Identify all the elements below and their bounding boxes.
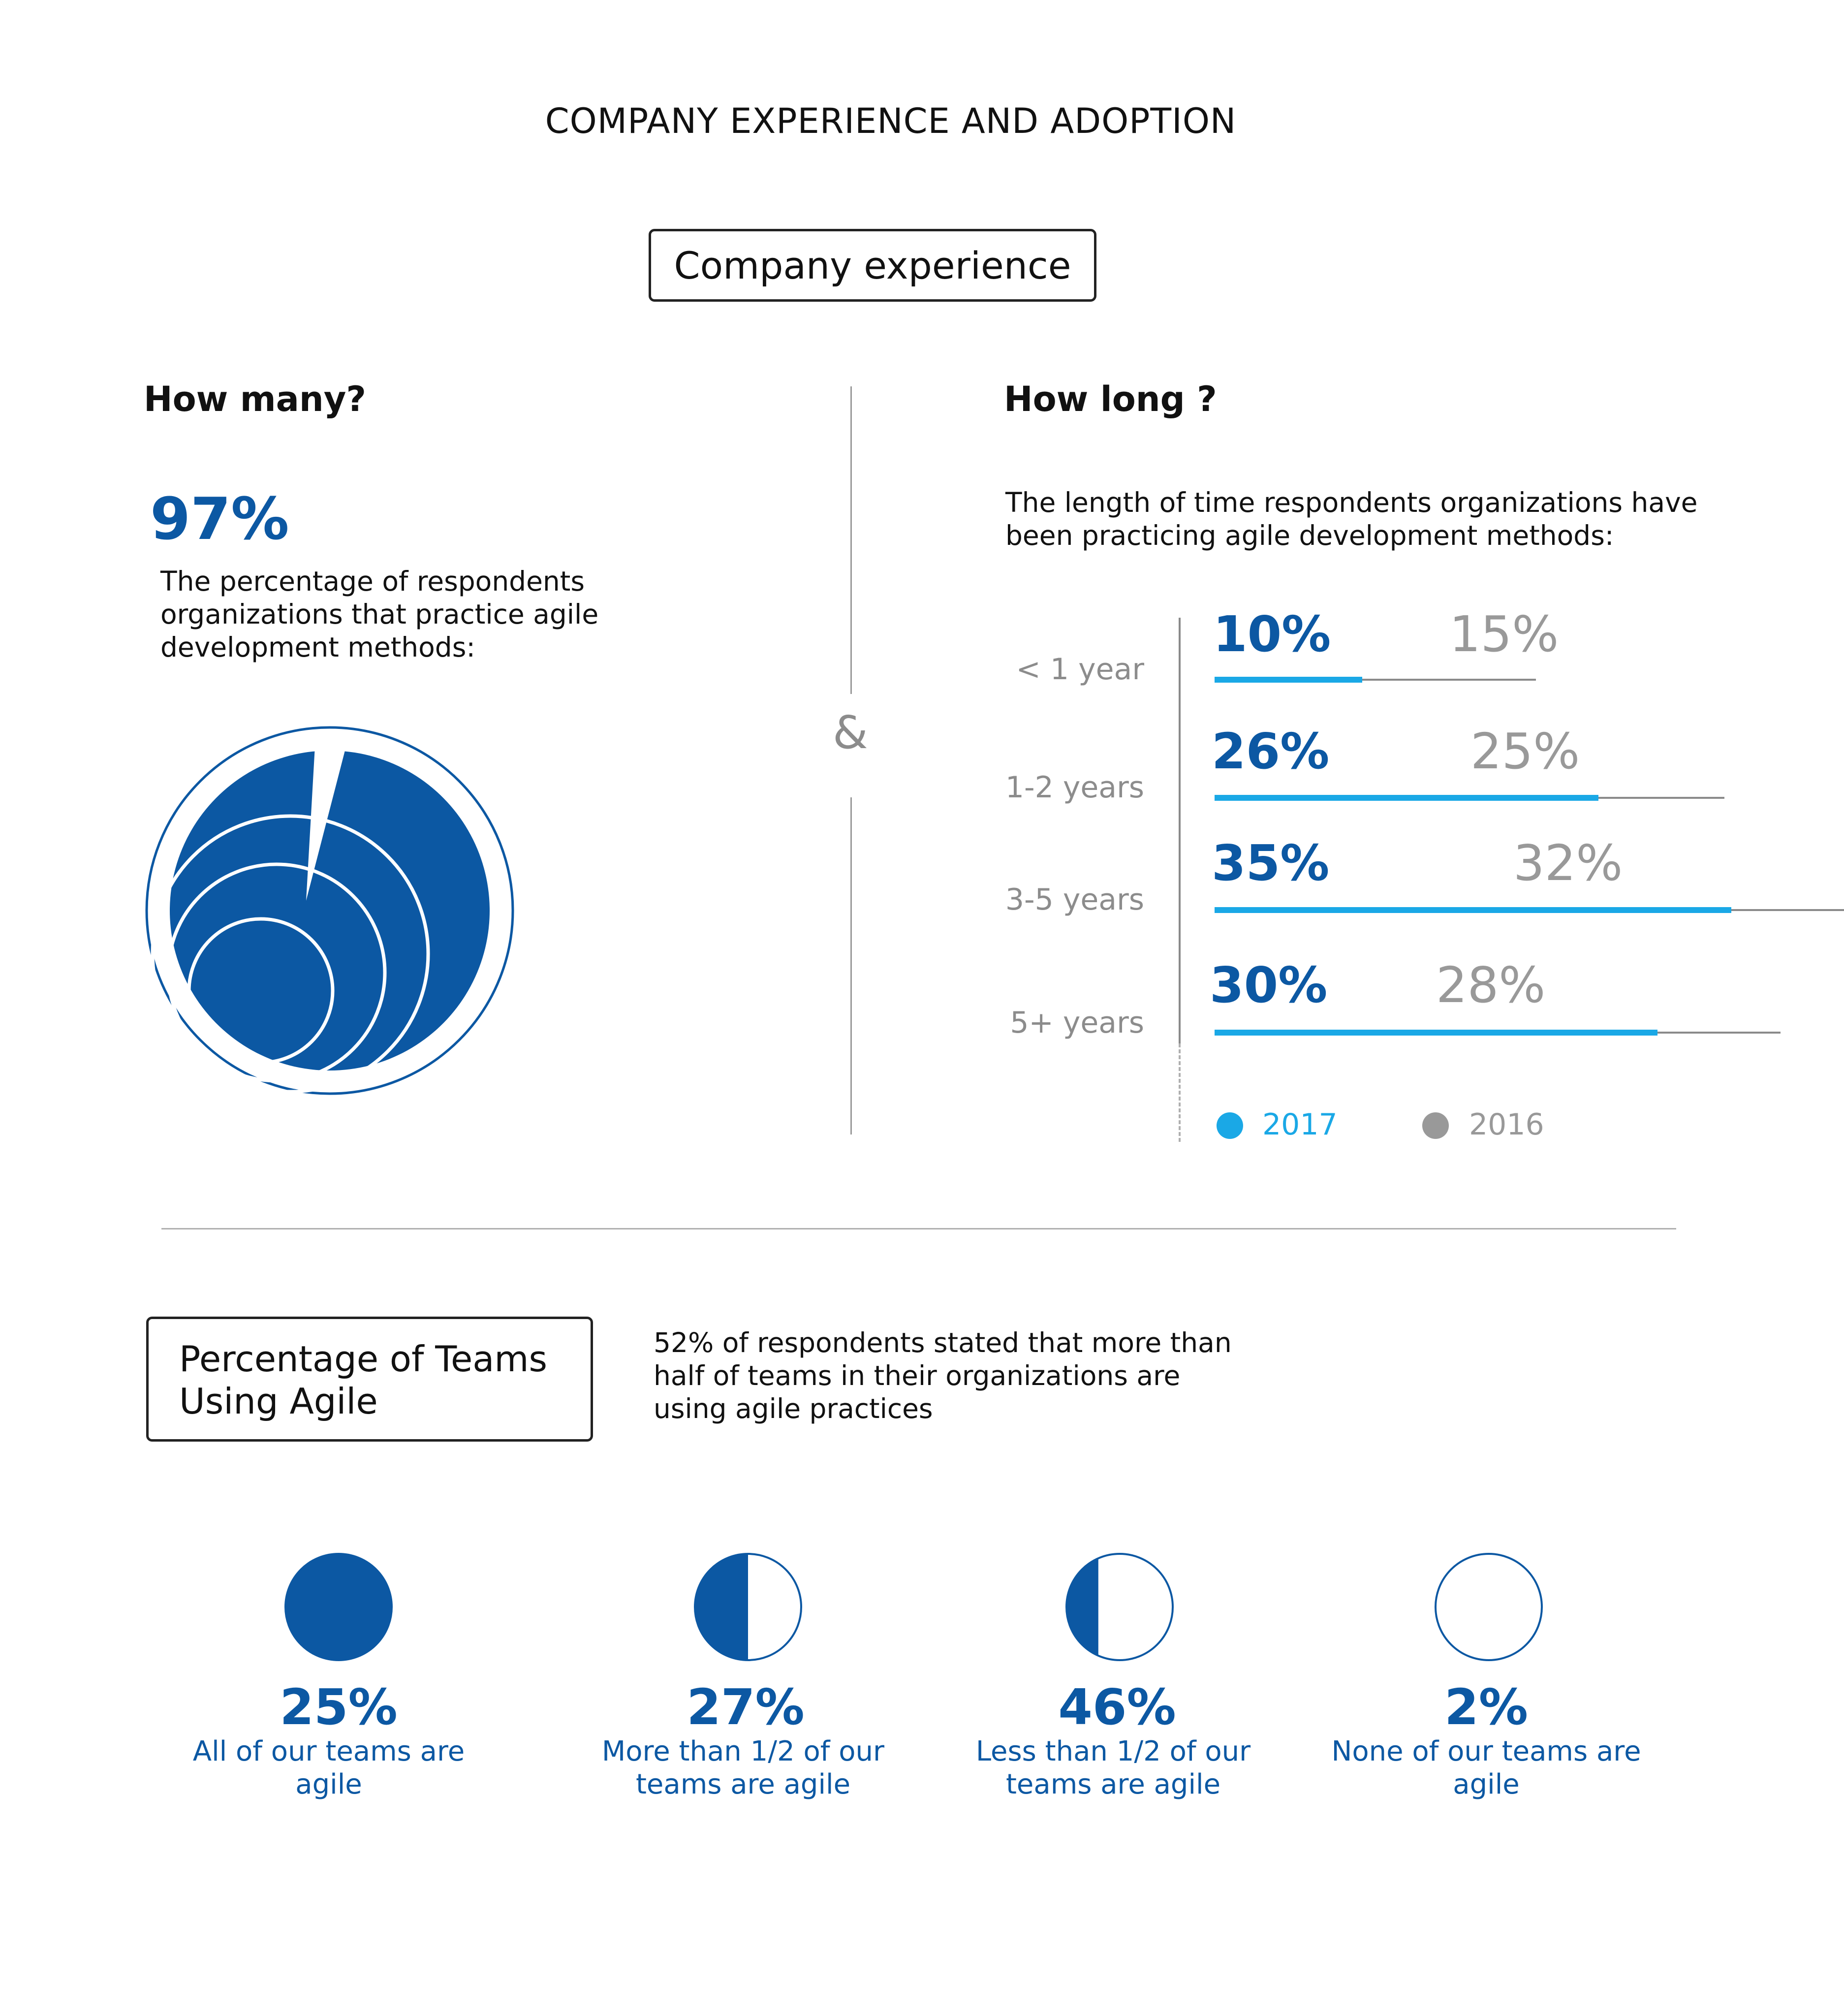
team-percent: 27% (687, 1678, 805, 1736)
pie-main-group (170, 751, 490, 1071)
team-icon-partial (1065, 1553, 1174, 1661)
value-2016: 15% (1449, 605, 1559, 663)
value-2017: 10% (1213, 605, 1331, 663)
team-icon-full (284, 1553, 393, 1661)
team-percent: 46% (1058, 1678, 1176, 1736)
value-2016: 25% (1470, 723, 1580, 780)
team-percent: 25% (280, 1678, 398, 1736)
value-2017: 26% (1212, 723, 1330, 780)
legend-dot-2017 (1217, 1112, 1243, 1139)
company-experience-text: Company experience (674, 243, 1071, 287)
teams-note: 52% of respondents stated that more than… (654, 1327, 1232, 1424)
how-long-heading: How long ? (1004, 379, 1217, 419)
team-icon-fill (695, 1554, 748, 1660)
value-2017: 30% (1210, 956, 1328, 1014)
team-icon-outline (1435, 1553, 1543, 1661)
team-icon-half (694, 1553, 802, 1661)
agile-practice-pie (145, 726, 514, 1095)
team-icon-empty (1435, 1553, 1543, 1661)
teams-using-agile-text: Percentage of Teams Using Agile (179, 1338, 548, 1422)
category-label: 3-5 years (1005, 882, 1144, 917)
value-2017: 35% (1212, 834, 1330, 892)
pie-inner-ring-1 (151, 814, 430, 1094)
section-divider (161, 1228, 1676, 1229)
teams-using-agile-label: Percentage of Teams Using Agile (146, 1317, 593, 1442)
pie-inner-ring-2 (166, 862, 387, 1083)
legend-label-2017: 2017 (1262, 1107, 1338, 1142)
company-experience-label: Company experience (649, 229, 1096, 302)
team-icon-fill (285, 1554, 392, 1660)
category-label: < 1 year (1016, 652, 1144, 687)
center-divider-top (850, 386, 852, 694)
bar-2017 (1215, 677, 1362, 683)
value-2016: 32% (1513, 834, 1623, 892)
main-title: COMPANY EXPERIENCE AND ADOPTION (545, 101, 1237, 141)
bar-2017 (1215, 795, 1598, 801)
value-2016: 28% (1436, 956, 1546, 1014)
bar-2016 (1215, 679, 1536, 681)
pie-slice-agile (170, 751, 490, 1071)
legend-label-2016: 2016 (1469, 1107, 1544, 1142)
team-label: Less than 1/2 of our teams are agile (975, 1735, 1251, 1800)
agile-percent: 97% (150, 485, 289, 553)
pie-inner-ring-3 (187, 917, 335, 1065)
pie-outer-ring (145, 726, 514, 1095)
team-label: All of our teams are agile (192, 1735, 465, 1800)
bar-2017 (1215, 1030, 1657, 1036)
legend-dot-2016 (1422, 1112, 1449, 1139)
category-label: 1-2 years (1005, 770, 1144, 805)
team-label: More than 1/2 of our teams are agile (601, 1735, 885, 1800)
how-many-description: The percentage of respondents organizati… (160, 566, 599, 663)
category-label: 5+ years (1010, 1006, 1144, 1040)
center-divider-bottom (850, 797, 852, 1134)
bar-2017 (1215, 907, 1731, 913)
ampersand: & (833, 706, 868, 759)
how-long-description: The length of time respondents organizat… (1005, 487, 1698, 551)
bar-axis-dashed (1179, 1043, 1181, 1142)
how-many-heading: How many? (144, 379, 366, 419)
bar-axis (1179, 618, 1181, 1043)
team-percent: 2% (1444, 1678, 1528, 1736)
team-label: None of our teams are agile (1331, 1735, 1641, 1800)
team-icon-fill (1066, 1554, 1098, 1660)
